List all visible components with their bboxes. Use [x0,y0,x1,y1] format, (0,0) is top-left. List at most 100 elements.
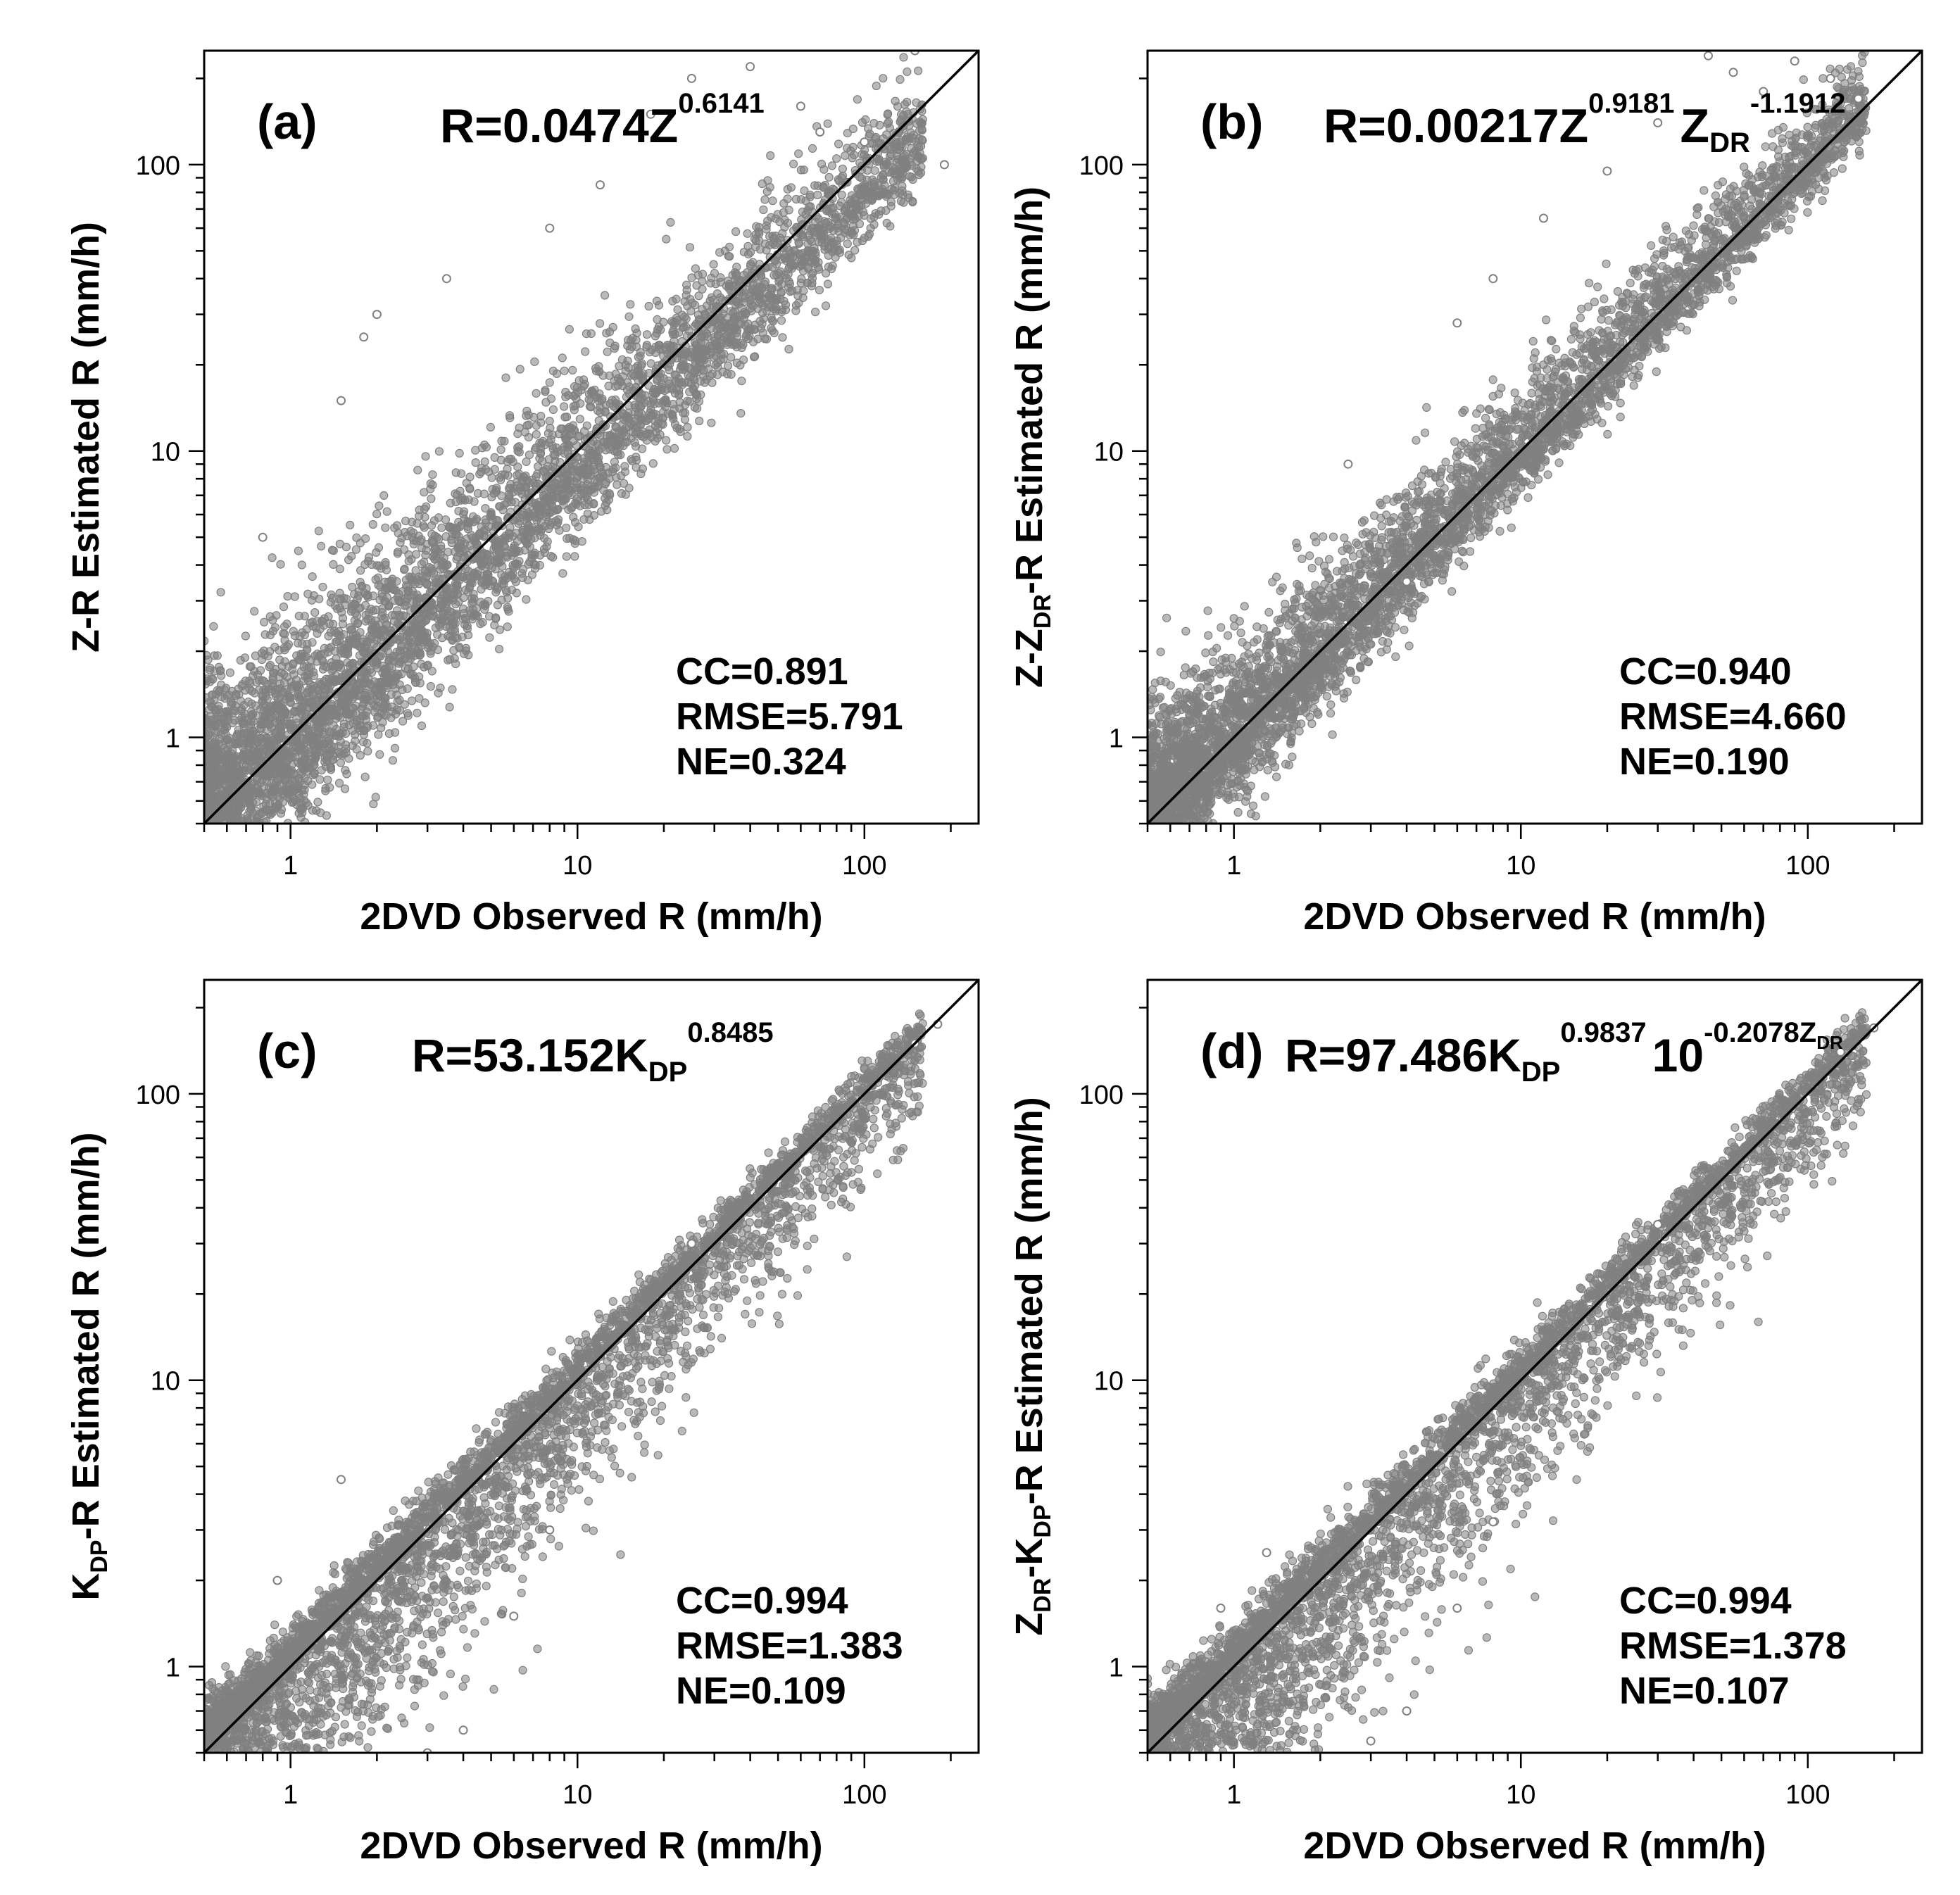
data-point [808,144,817,153]
data-point [867,195,876,204]
data-point [320,614,329,623]
data-point [404,586,413,596]
data-point [434,447,444,456]
data-point [1248,801,1258,810]
data-point [314,527,323,536]
data-point [648,459,658,468]
data-point [558,496,567,505]
data-point [676,427,685,436]
data-point [831,253,840,262]
data-point [392,606,402,615]
data-point [459,553,468,562]
data-point [666,345,675,354]
data-point [237,706,246,716]
data-point [400,565,409,574]
data-point [754,227,763,237]
data-point [472,539,482,548]
data-point [586,471,596,480]
data-point [488,484,497,494]
outlier-point [258,532,268,542]
data-point [646,410,655,420]
data-point [600,291,610,300]
data-point [218,760,227,769]
data-point [762,187,772,196]
data-point [261,714,270,724]
data-point [783,194,792,203]
data-point [885,156,894,166]
data-point [796,165,806,175]
data-point [690,375,699,384]
data-point [597,396,606,405]
data-point [847,253,856,263]
data-point [377,589,387,598]
data-point [668,296,677,306]
data-point [227,749,237,758]
data-point [257,789,266,798]
data-point [469,569,479,578]
data-point [492,557,502,566]
data-point [289,776,298,786]
data-point [314,729,324,738]
data-point [690,368,699,377]
data-point [210,782,219,792]
data-point [398,717,408,726]
data-point [375,750,384,759]
data-point [317,766,326,775]
data-point [341,542,351,552]
data-point [585,515,594,524]
data-point [387,713,396,722]
data-point [286,723,295,732]
data-point [438,591,447,600]
data-point [396,538,405,547]
outlier-point [796,101,805,111]
data-point [799,287,808,296]
data-point [302,661,311,670]
data-point [218,741,227,750]
data-point [435,622,445,631]
data-point [453,590,463,599]
data-point [421,452,430,461]
data-point [709,260,718,269]
data-point [249,743,258,752]
data-point [783,218,793,227]
data-point [819,226,828,235]
data-point [497,596,506,605]
data-point [379,700,389,710]
data-point [287,785,296,794]
data-point [344,643,353,653]
data-point [720,246,729,256]
data-point [813,190,822,200]
data-point [241,631,250,641]
data-point [393,697,402,706]
data-point [544,438,554,447]
data-point [455,448,464,458]
data-point [428,470,437,479]
data-point [572,479,582,489]
data-point [519,528,528,537]
data-point [368,721,378,730]
data-point [353,680,362,689]
data-point [698,270,708,279]
data-point [299,734,308,743]
data-point [893,139,902,148]
data-point [522,595,531,604]
data-point [772,294,781,303]
data-point [407,696,417,705]
data-point [275,655,284,665]
data-point [513,560,522,569]
data-point [899,53,908,62]
data-point [780,253,790,263]
data-point [819,165,829,174]
data-point [259,686,268,695]
data-point [731,313,741,322]
data-point [784,270,793,279]
data-point [378,661,387,671]
data-point [239,793,249,802]
data-point [750,325,759,334]
data-point [868,175,877,184]
data-point [717,335,727,344]
data-point [846,199,855,208]
data-point [821,301,831,310]
data-point [574,432,583,441]
